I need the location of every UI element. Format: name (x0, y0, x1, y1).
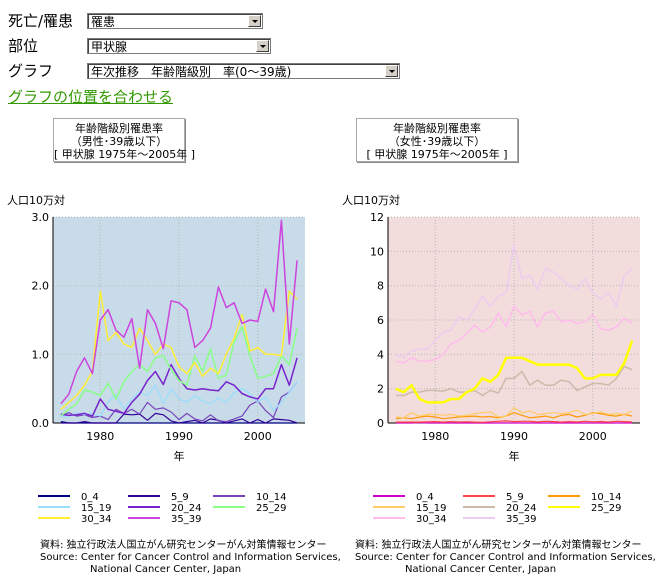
x-axis-label: 年 (509, 449, 520, 463)
series-line-25_29 (395, 340, 634, 404)
x-tick-label: 1990 (165, 430, 193, 443)
y-axis-unit-label: 人口10万対 (342, 193, 400, 207)
male-incidence-chart: 人口10万対 0.0 1.0 2.0 3.0 1980 1990 2000 年 0_4 5_9 10_… (7, 193, 305, 525)
chart-title-line: （女性･39歳以下） (388, 135, 486, 148)
chart-title-male: 年齢階級別罹患率 （男性･39歳以下） [ 甲状腺 1975年〜2005年 ] (53, 118, 196, 162)
series-line-25_29 (60, 326, 298, 417)
y-tick-label: 1.0 (32, 348, 50, 361)
y-tick-label: 2.0 (32, 280, 50, 293)
legend-label-30_34: 30_34 (416, 514, 446, 525)
series-line-35_39 (395, 243, 633, 359)
align-graphs-link[interactable]: グラフの位置を合わせる (8, 88, 174, 106)
y-tick-label: 0.0 (32, 417, 50, 430)
source-line: Source: Center for Cancer Control and In… (40, 552, 341, 563)
legend-label-20_24: 20_24 (506, 503, 536, 514)
disease-type-label: 死亡/罹患 (8, 12, 74, 30)
graph-type-select[interactable]: 年次推移 年齢階級別 率(0〜39歳) (87, 63, 400, 79)
series-line-5_9 (60, 412, 298, 424)
legend-label-5_9: 5_9 (506, 492, 524, 503)
source-line: Source: Center for Cancer Control and In… (355, 552, 656, 563)
source-line: National Cancer Center, Japan (405, 564, 557, 575)
legend-label-35_39: 35_39 (506, 514, 536, 525)
x-tick-label: 2000 (244, 430, 272, 443)
chevron-down-icon[interactable] (385, 65, 398, 77)
legend-label-15_19: 15_19 (81, 503, 111, 514)
source-line: National Cancer Center, Japan (90, 564, 242, 575)
series-line-5_9 (395, 420, 633, 423)
legend-label-25_29: 25_29 (591, 503, 621, 514)
graph-type-value: 年次推移 年齢階級別 率(0〜39歳) (91, 65, 292, 79)
legend-label-5_9: 5_9 (171, 492, 189, 503)
graph-type-label: グラフ (8, 62, 54, 80)
chevron-down-icon[interactable] (248, 15, 261, 27)
legend-label-30_34: 30_34 (81, 514, 111, 525)
x-tick-label: 2000 (579, 430, 607, 443)
source-line: 資料: 独立行政法人国立がん研究センターがん対策情報センター (355, 540, 642, 551)
disease-type-value: 罹患 (91, 15, 116, 29)
chart-title-line: [ 甲状腺 1975年〜2005年 ] (54, 148, 196, 161)
series-line-30_34 (60, 290, 298, 410)
source-note-male: 資料: 独立行政法人国立がん研究センターがん対策情報センター Source: C… (40, 540, 341, 576)
disease-type-select[interactable]: 罹患 (87, 13, 263, 29)
female-incidence-chart: 人口10万対 0 2 4 6 8 10 12 1980 1990 2000 年 0_4 5_9 10_14 1… (342, 193, 640, 525)
y-tick-label: 4 (377, 348, 384, 361)
series-line-35_39 (60, 219, 298, 405)
chart-title-line: 年齢階級別罹患率 (393, 122, 481, 135)
x-axis-label: 年 (174, 449, 185, 463)
legend-label-0_4: 0_4 (416, 492, 434, 503)
y-axis-unit-label: 人口10万対 (7, 193, 65, 207)
legend-label-25_29: 25_29 (256, 503, 286, 514)
chart-title-line: （男性･39歳以下） (70, 135, 168, 148)
site-value: 甲状腺 (91, 40, 128, 54)
legend-label-20_24: 20_24 (171, 503, 201, 514)
y-tick-label: 0 (377, 417, 384, 430)
legend-label-10_14: 10_14 (591, 492, 621, 503)
legend-label-15_19: 15_19 (416, 503, 446, 514)
series-line-15_19 (60, 381, 298, 417)
series-line-20_24 (395, 365, 633, 397)
chevron-down-icon[interactable] (256, 40, 269, 52)
y-tick-label: 8 (377, 280, 384, 293)
chart-title-line: [ 甲状腺 1975年〜2005年 ] (366, 148, 508, 161)
source-line: 資料: 独立行政法人国立がん研究センターがん対策情報センター (40, 540, 327, 551)
site-label: 部位 (8, 37, 39, 55)
legend-label-10_14: 10_14 (256, 492, 286, 503)
y-tick-label: 2 (377, 383, 384, 396)
y-tick-label: 6 (377, 314, 384, 327)
y-tick-label: 3.0 (32, 211, 50, 224)
series-line-15_19 (395, 407, 633, 419)
x-tick-label: 1980 (86, 430, 114, 443)
x-tick-label: 1980 (421, 430, 449, 443)
x-tick-label: 1990 (500, 430, 528, 443)
legend-label-0_4: 0_4 (81, 492, 99, 503)
series-line-10_14 (395, 412, 633, 420)
series-line-30_34 (395, 305, 633, 364)
legend-label-35_39: 35_39 (171, 514, 201, 525)
y-tick-label: 10 (370, 245, 384, 258)
y-tick-label: 12 (370, 211, 384, 224)
source-note-female: 資料: 独立行政法人国立がん研究センターがん対策情報センター Source: C… (355, 540, 656, 576)
series-line-20_24 (60, 357, 298, 417)
chart-title-female: 年齢階級別罹患率 （女性･39歳以下） [ 甲状腺 1975年〜2005年 ] (356, 118, 518, 162)
chart-title-line: 年齢階級別罹患率 (75, 122, 163, 135)
site-select[interactable]: 甲状腺 (87, 38, 271, 54)
